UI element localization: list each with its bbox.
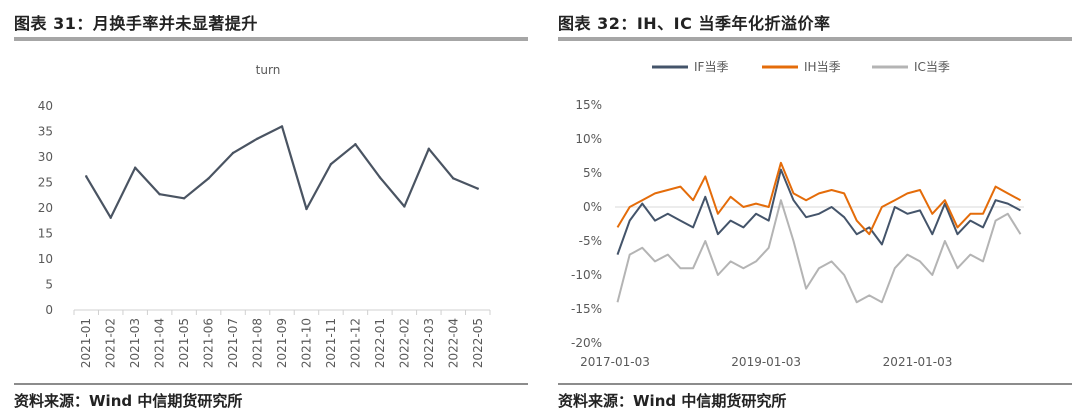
left-x-tick-label: 2021-10 xyxy=(299,318,313,368)
left-x-tick-label: 2022-03 xyxy=(422,318,436,368)
left-x-tick-label: 2021-01 xyxy=(79,318,93,368)
right-y-tick-label: -20% xyxy=(571,336,602,350)
series-line-1 xyxy=(616,161,1021,236)
turn-line xyxy=(85,125,479,219)
left-y-tick-label: 35 xyxy=(38,125,53,139)
left-top-rule xyxy=(14,37,528,41)
turn-point xyxy=(158,193,161,196)
left-x-tick-label: 2022-04 xyxy=(446,318,460,368)
turn-point xyxy=(256,137,259,140)
left-x-tick-label: 2021-09 xyxy=(275,318,289,368)
left-chart-title: 图表 31：月换手率并未显著提升 xyxy=(14,14,258,33)
left-x-tick-label: 2021-12 xyxy=(348,318,362,368)
turn-point xyxy=(280,125,284,128)
right-y-tick-label: 0% xyxy=(583,200,602,214)
turn-point xyxy=(476,187,479,190)
right-y-tick-label: -5% xyxy=(579,234,602,248)
right-bottom-rule xyxy=(558,383,1072,385)
right-x-tick-label: 2017-01-03 xyxy=(580,355,650,369)
turn-point xyxy=(85,175,88,178)
right-y-tick-label: -10% xyxy=(571,268,602,282)
left-x-tick-label: 2022-02 xyxy=(397,318,411,368)
right-top-rule xyxy=(558,37,1072,41)
turn-point xyxy=(109,216,112,219)
turn-point xyxy=(354,143,357,146)
right-chart-title: 图表 32：IH、IC 当季年化折溢价率 xyxy=(558,14,831,33)
turn-point xyxy=(207,177,210,180)
turn-point xyxy=(427,147,431,151)
series-line-0 xyxy=(616,168,1021,255)
left-x-tick-label: 2021-06 xyxy=(202,318,216,368)
legend-label-2: IC当季 xyxy=(914,60,950,74)
left-chart-caption: turn xyxy=(256,63,281,77)
left-y-tick-label: 30 xyxy=(38,150,53,164)
left-y-tick-label: 15 xyxy=(38,227,53,241)
turn-point xyxy=(133,166,137,169)
right-x-tick-label: 2019-01-03 xyxy=(731,355,801,369)
left-x-tick-label: 2021-04 xyxy=(153,318,167,368)
right-line-chart: 15% 10% 5% 0% -5% -10% -15% -20% 2017-01-03 2019-… xyxy=(571,60,1024,369)
left-y-tick-label: 10 xyxy=(38,252,53,266)
right-y-tick-label: 15% xyxy=(575,98,602,112)
left-y-tick-label: 0 xyxy=(45,303,53,317)
turn-point xyxy=(452,177,455,180)
left-x-tick-label: 2022-05 xyxy=(471,318,485,368)
turn-point xyxy=(378,176,382,179)
left-x-tick-label: 2021-05 xyxy=(177,318,191,368)
right-x-tick-label: 2021-01-03 xyxy=(883,355,953,369)
left-x-tick-label: 2021-08 xyxy=(251,318,265,368)
left-x-tick-label: 2022-01 xyxy=(373,318,387,368)
left-x-tick-label: 2021-03 xyxy=(128,318,142,368)
left-bottom-rule xyxy=(14,383,528,385)
series-line-2 xyxy=(616,199,1022,304)
turn-point xyxy=(231,151,235,155)
left-x-tick-label: 2021-02 xyxy=(104,318,118,368)
left-x-tick-label: 2021-07 xyxy=(226,318,240,368)
right-y-tick-label: 5% xyxy=(583,166,602,180)
right-y-tick-label: -15% xyxy=(571,302,602,316)
left-y-tick-label: 25 xyxy=(38,176,53,190)
left-y-tick-label: 40 xyxy=(38,99,53,113)
turn-point xyxy=(182,197,186,200)
turn-point xyxy=(329,162,333,166)
left-line-chart: turn 0 5 10 15 20 25 30 35 40 2021-01 2021-02 2021-0… xyxy=(38,63,491,368)
left-y-tick-label: 5 xyxy=(45,278,53,292)
legend-label-0: IF当季 xyxy=(694,60,728,74)
turn-point xyxy=(403,205,406,208)
right-y-tick-label: 10% xyxy=(575,132,602,146)
left-x-tick-label: 2021-11 xyxy=(324,318,338,368)
legend-label-1: IH当季 xyxy=(804,60,841,74)
turn-point xyxy=(305,207,308,211)
left-source-note: 资料来源：Wind 中信期货研究所 xyxy=(14,392,243,410)
left-y-tick-label: 20 xyxy=(38,201,53,215)
right-source-note: 资料来源：Wind 中信期货研究所 xyxy=(558,392,787,410)
